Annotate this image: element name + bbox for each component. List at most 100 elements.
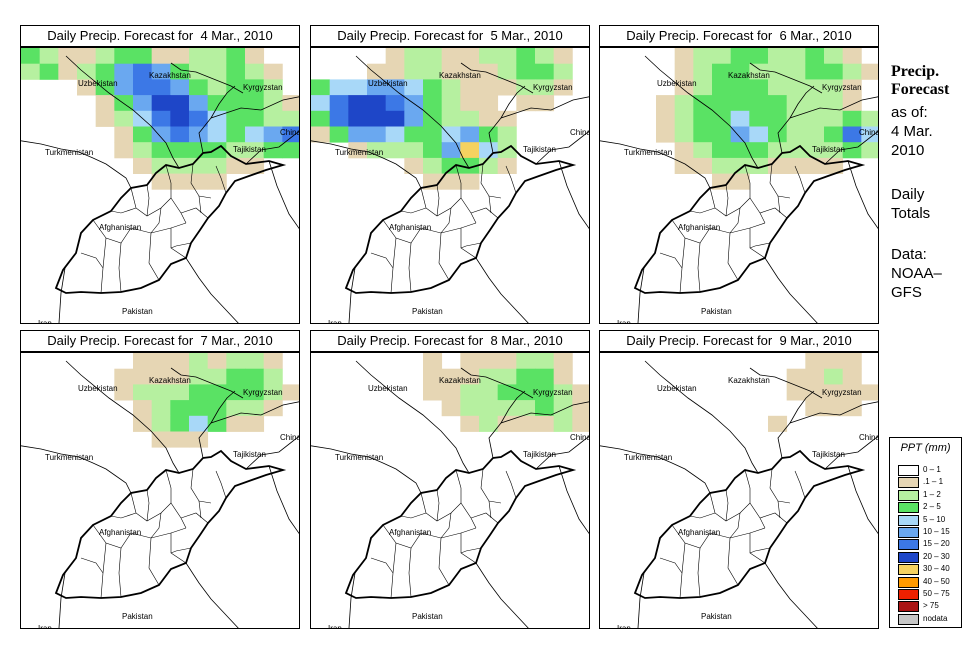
country-label-iran: Iran: [617, 319, 631, 324]
country-border: [65, 360, 180, 474]
precip-cell: [423, 79, 443, 96]
precip-cell: [311, 95, 331, 112]
precip-cell: [674, 126, 694, 143]
precip-cell: [805, 126, 825, 143]
province-border: [729, 512, 741, 539]
precip-cell: [460, 173, 480, 190]
precip-cell: [861, 63, 878, 80]
country-border: [535, 435, 589, 470]
precip-cell: [712, 63, 732, 80]
precip-cell: [77, 79, 97, 96]
legend-swatch: [898, 539, 919, 551]
country-label-kazakhstan: Kazakhstan: [728, 376, 770, 385]
country-label-china: China: [570, 433, 590, 442]
precip-cell: [58, 48, 78, 65]
country-label-kazakhstan: Kazakhstan: [728, 71, 770, 80]
precip-cell: [768, 95, 788, 112]
precip-cell: [263, 353, 283, 370]
country-label-kyrgyzstan: Kyrgyzstan: [822, 388, 862, 397]
precip-cell: [460, 48, 480, 65]
precip-cell: [460, 384, 480, 401]
province-border: [390, 237, 397, 294]
precip-cell: [674, 157, 694, 174]
precip-cell: [151, 63, 171, 80]
province-border: [148, 232, 160, 281]
precip-cell: [842, 384, 862, 401]
precip-cell: [460, 142, 480, 159]
precip-cell: [842, 142, 862, 159]
country-border: [847, 160, 878, 229]
precip-cell: [712, 48, 732, 65]
province-border: [92, 524, 132, 549]
forecast-panel: Daily Precip. Forecast for 5 Mar., 2010 U…: [310, 25, 590, 324]
country-border: [268, 160, 299, 229]
precip-cell: [441, 95, 461, 112]
country-border: [245, 130, 299, 165]
precip-cell: [207, 353, 227, 370]
precip-cell: [730, 173, 750, 190]
precip-cell: [263, 79, 283, 96]
country-border: [600, 445, 711, 494]
legend-label: 2 – 5: [923, 502, 941, 512]
sidebar-title-line2: Forecast: [891, 81, 950, 98]
legend-swatch: [898, 489, 919, 501]
province-border: [150, 207, 162, 234]
precip-cell: [535, 353, 555, 370]
precip-cell: [768, 142, 788, 159]
precip-cell: [441, 157, 461, 174]
precip-cell: [842, 353, 862, 370]
precip-cell: [385, 95, 405, 112]
province-border: [170, 547, 192, 554]
forecast-panel: Daily Precip. Forecast for 7 Mar., 2010 U…: [20, 330, 300, 629]
precip-cell: [170, 142, 190, 159]
precip-map-svg: Uzbekistan Kazakhstan Kyrgyzstan Turkmenist…: [600, 353, 878, 628]
precip-cell: [189, 384, 209, 401]
country-border: [311, 445, 422, 494]
province-border: [671, 524, 711, 549]
country-border: [644, 360, 759, 474]
country-border: [764, 257, 818, 323]
precip-cell: [553, 353, 573, 370]
precip-cell: [824, 400, 844, 417]
country-label-tajikistan: Tajikistan: [233, 145, 266, 154]
province-border: [190, 163, 212, 199]
province-border: [488, 500, 492, 519]
precip-cell: [207, 95, 227, 112]
precip-cell: [226, 415, 246, 432]
legend-label: 1 – 2: [923, 489, 941, 499]
precip-cell: [170, 368, 190, 385]
precip-cell: [133, 400, 153, 417]
precip-cell: [207, 384, 227, 401]
province-border: [180, 512, 209, 524]
country-label-afghanistan: Afghanistan: [678, 223, 720, 232]
precip-cell: [263, 63, 283, 80]
precip-cell: [656, 110, 676, 127]
province-border: [400, 207, 427, 214]
precip-cell: [114, 126, 134, 143]
precip-cell: [497, 353, 517, 370]
precip-cell: [460, 110, 480, 127]
precip-cell: [77, 48, 97, 65]
precip-cell: [441, 63, 461, 80]
province-border: [146, 184, 150, 217]
sidebar-asof-line2: 4 Mar.: [891, 123, 933, 140]
precip-cell: [768, 157, 788, 174]
country-label-pakistan: Pakistan: [122, 612, 153, 621]
precip-cell: [712, 142, 732, 159]
precip-cell: [824, 353, 844, 370]
country-border: [558, 160, 589, 229]
country-label-kazakhstan: Kazakhstan: [439, 71, 481, 80]
precip-cell: [479, 353, 499, 370]
precip-cell: [95, 79, 115, 96]
precip-cell: [572, 415, 589, 432]
province-border: [110, 512, 137, 519]
country-label-tajikistan: Tajikistan: [523, 450, 556, 459]
precip-cell: [189, 400, 209, 417]
precip-cell: [133, 79, 153, 96]
province-border: [148, 537, 160, 586]
precip-cell: [516, 353, 536, 370]
precip-cell: [21, 48, 41, 65]
precip-cell: [693, 63, 713, 80]
province-border: [470, 207, 499, 219]
forecast-panel: Daily Precip. Forecast for 6 Mar., 2010 U…: [599, 25, 879, 324]
